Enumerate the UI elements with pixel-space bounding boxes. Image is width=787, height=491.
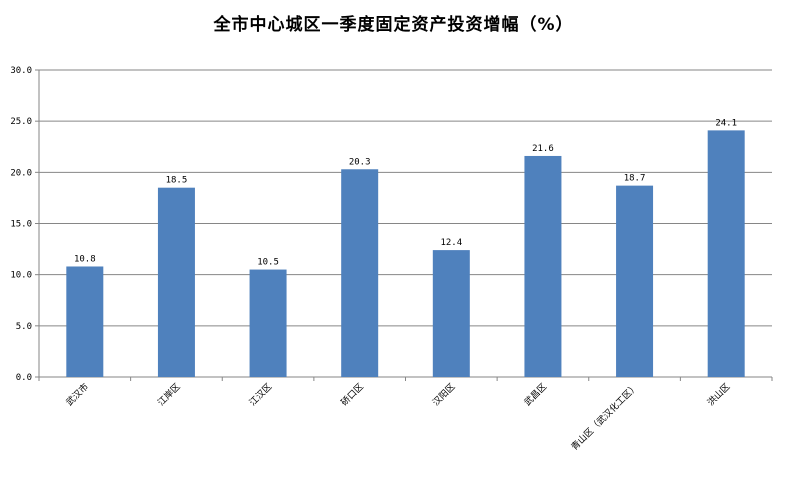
data-label: 20.3	[349, 157, 371, 167]
category-label: 汉阳区	[431, 381, 458, 408]
bar	[157, 187, 195, 377]
bar	[341, 169, 379, 377]
data-label: 21.6	[532, 144, 554, 154]
y-tick-label: 10.0	[10, 271, 32, 281]
bar	[707, 130, 745, 377]
bar	[524, 155, 562, 377]
category-label: 江汉区	[247, 381, 274, 408]
data-label: 18.5	[166, 176, 188, 186]
data-label: 10.8	[74, 254, 96, 264]
bar	[249, 269, 287, 377]
data-label: 12.4	[440, 238, 462, 248]
category-label: 武汉市	[63, 381, 91, 409]
data-label: 18.7	[624, 174, 646, 184]
y-tick-label: 15.0	[10, 220, 32, 230]
category-label: 硚口区	[339, 381, 366, 408]
y-tick-label: 25.0	[10, 117, 32, 127]
data-label: 10.5	[257, 258, 279, 268]
bar	[432, 250, 470, 377]
category-label: 洪山区	[705, 381, 733, 409]
y-tick-label: 0.0	[16, 373, 32, 383]
category-label: 青山区（武汉化工区）	[569, 381, 641, 453]
category-label: 江岸区	[156, 381, 183, 408]
bar	[616, 185, 654, 377]
y-tick-label: 30.0	[10, 66, 32, 76]
chart-title: 全市中心城区一季度固定资产投资增幅（%）	[213, 15, 574, 35]
y-tick-label: 20.0	[10, 168, 32, 178]
data-label: 24.1	[715, 118, 737, 128]
category-label: 武昌区	[521, 381, 549, 409]
bar	[66, 266, 104, 377]
y-tick-label: 5.0	[16, 322, 32, 332]
